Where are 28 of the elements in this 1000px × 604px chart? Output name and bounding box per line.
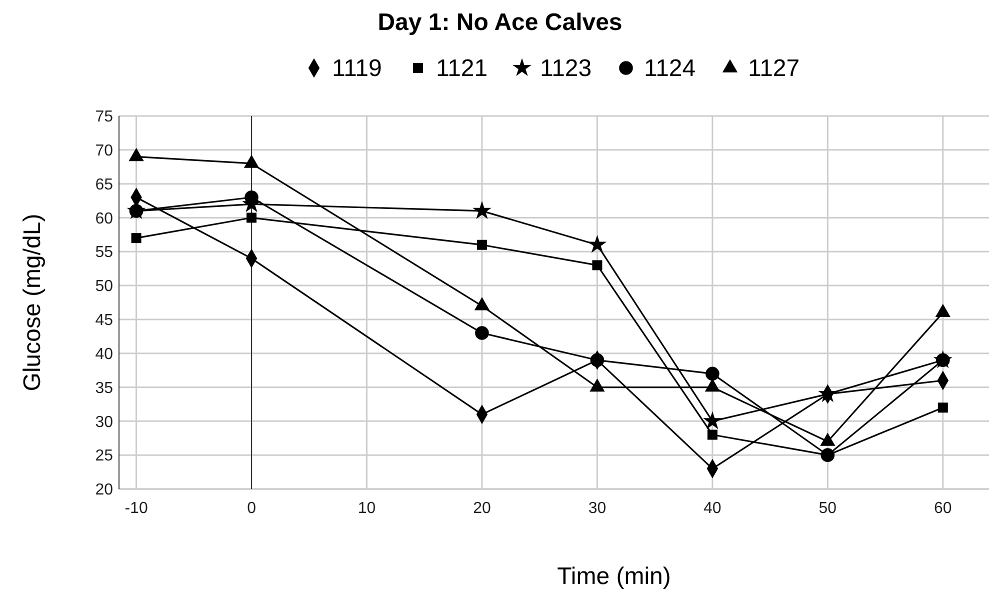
y-tick-label: 45 xyxy=(95,312,114,330)
x-tick-label: 30 xyxy=(588,500,606,517)
legend-label: 1121 xyxy=(436,55,488,82)
x-tick-label: 10 xyxy=(358,500,376,517)
y-tick-label: 20 xyxy=(95,482,114,499)
y-tick-label: 70 xyxy=(95,142,114,160)
x-tick-label: 40 xyxy=(704,500,722,517)
y-axis-title: Glucose (mg/dL) xyxy=(19,214,46,392)
legend-label: 1124 xyxy=(644,55,696,82)
y-tick-label: 35 xyxy=(95,380,114,397)
y-tick-label: 25 xyxy=(95,448,114,465)
x-tick-label: 50 xyxy=(818,500,837,517)
x-tick-label: 20 xyxy=(473,500,491,517)
y-tick-label: 60 xyxy=(95,210,114,228)
x-tick-label: -10 xyxy=(124,500,148,517)
y-tick-label: 30 xyxy=(95,414,114,431)
y-tick-label: 75 xyxy=(95,108,114,126)
y-tick-label: 55 xyxy=(95,244,114,262)
x-tick-label: 0 xyxy=(247,500,256,517)
y-tick-label: 65 xyxy=(95,176,114,194)
legend-label: 1127 xyxy=(748,55,800,82)
x-axis-title: Time (min) xyxy=(557,563,671,590)
x-tick-label: 60 xyxy=(934,500,952,517)
legend-label: 1123 xyxy=(540,55,592,82)
y-tick-label: 50 xyxy=(95,278,114,296)
chart-title: Day 1: No Ace Calves xyxy=(378,9,622,36)
y-tick-label: 40 xyxy=(95,346,114,363)
legend-label: 1119 xyxy=(332,55,382,82)
